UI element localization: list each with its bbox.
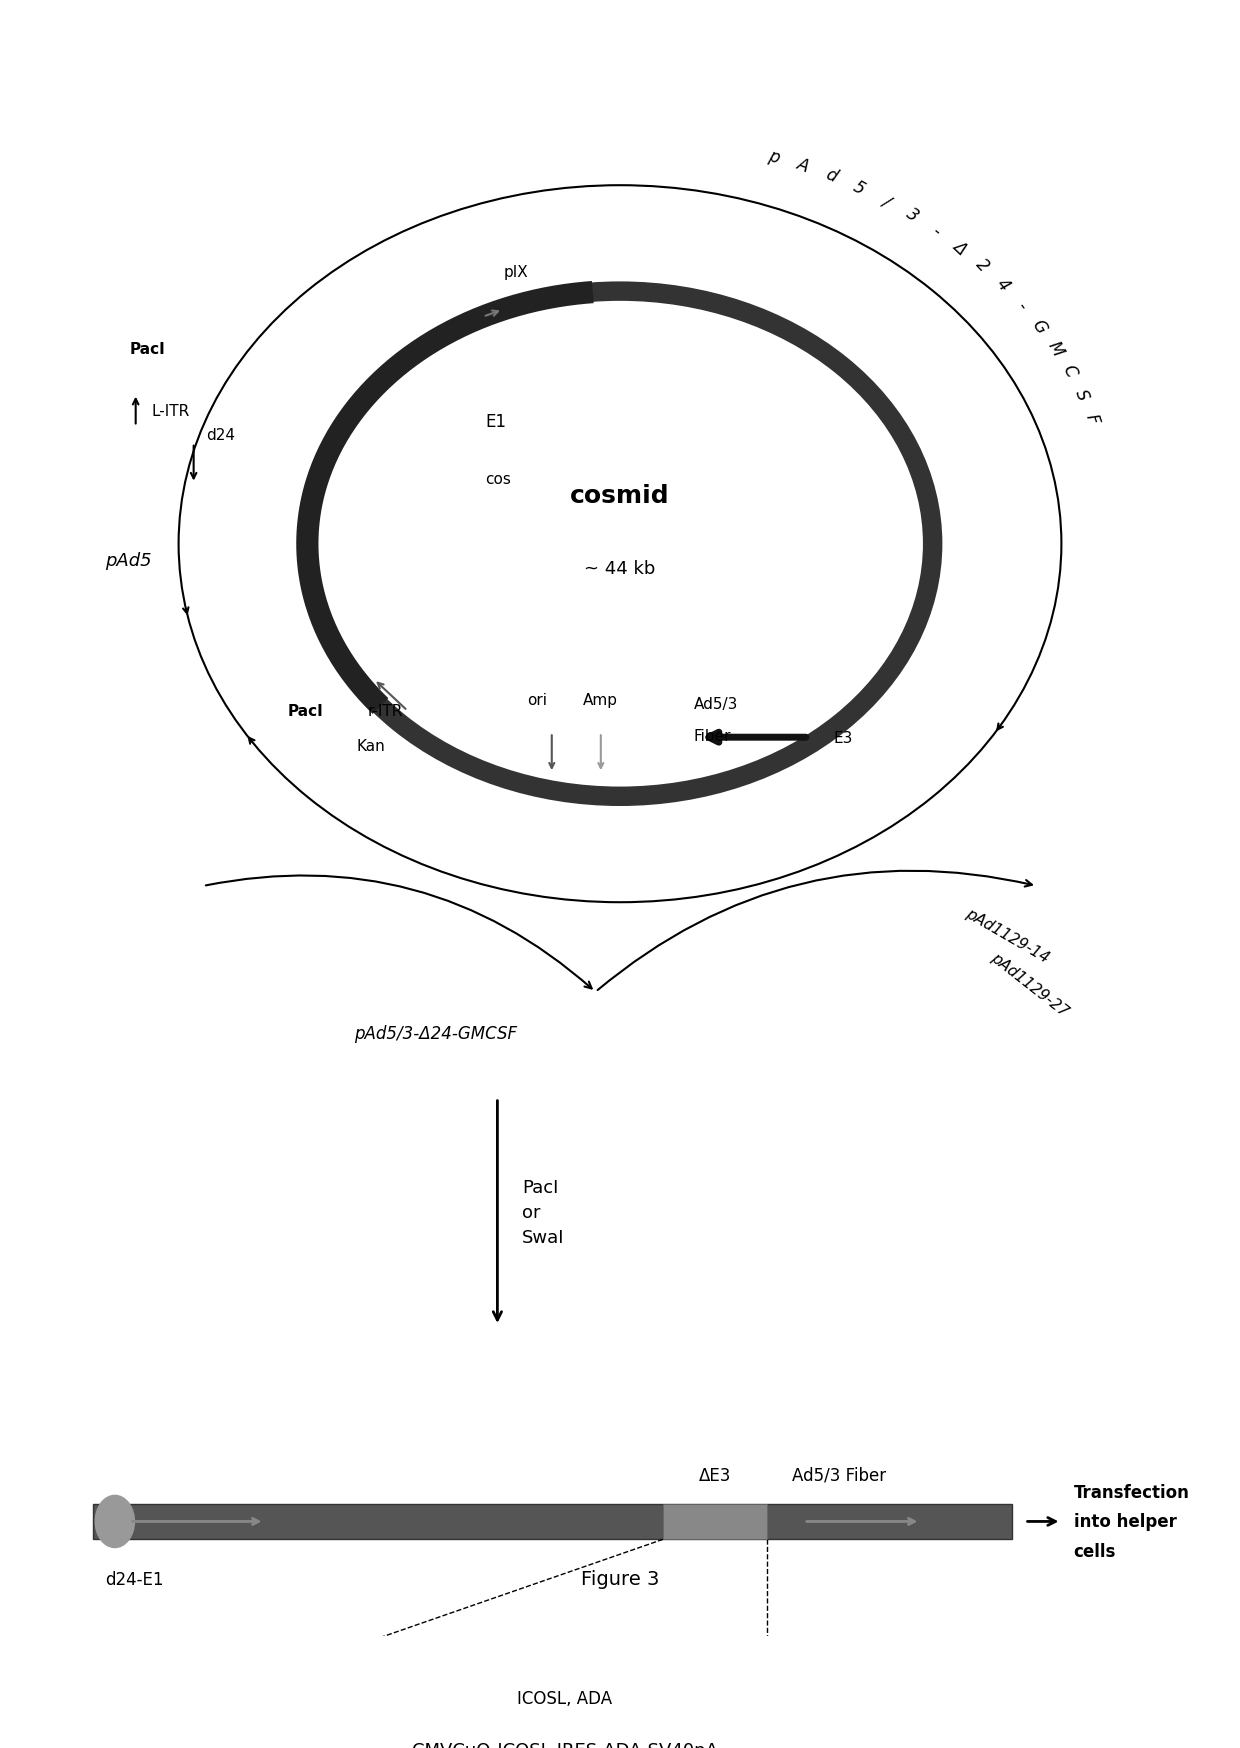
Text: S: S [1071, 386, 1092, 402]
Text: r-ITR: r-ITR [367, 704, 403, 718]
Text: PacI
or
SwaI: PacI or SwaI [522, 1178, 564, 1246]
Text: ICOSL, ADA: ICOSL, ADA [517, 1689, 613, 1708]
Text: pAd1129-14: pAd1129-14 [963, 905, 1052, 965]
Text: A: A [794, 156, 811, 177]
FancyBboxPatch shape [93, 1503, 1012, 1540]
Text: Amp: Amp [583, 692, 618, 708]
Text: Δ: Δ [950, 238, 970, 259]
Text: 5: 5 [851, 177, 868, 198]
Text: 3: 3 [903, 205, 921, 225]
Text: pAd1129-27: pAd1129-27 [988, 949, 1071, 1019]
Text: Figure 3: Figure 3 [580, 1570, 660, 1589]
Text: 4: 4 [992, 274, 1013, 295]
Text: ΔE3: ΔE3 [699, 1467, 732, 1484]
Text: F: F [1083, 411, 1102, 427]
Text: ori: ori [527, 692, 547, 708]
Text: PacI: PacI [129, 341, 165, 357]
Text: pAd5: pAd5 [105, 552, 151, 570]
Text: pIX: pIX [503, 266, 528, 280]
Text: E1: E1 [485, 413, 506, 432]
Text: p: p [765, 147, 781, 168]
Text: -: - [929, 222, 945, 239]
Text: cells: cells [1074, 1542, 1116, 1559]
Text: ~ 44 kb: ~ 44 kb [584, 559, 656, 579]
Text: M: M [1044, 337, 1066, 358]
Text: Ad5/3: Ad5/3 [693, 696, 738, 711]
FancyBboxPatch shape [663, 1503, 768, 1540]
Circle shape [95, 1496, 134, 1547]
Text: /: / [879, 192, 893, 210]
Text: G: G [1028, 316, 1050, 336]
Text: PacI: PacI [288, 704, 324, 718]
Text: -: - [1013, 297, 1030, 313]
Text: d: d [823, 166, 839, 187]
Text: cos: cos [485, 472, 511, 486]
Text: d24-E1: d24-E1 [105, 1570, 164, 1589]
Text: into helper: into helper [1074, 1512, 1177, 1531]
Text: Fiber: Fiber [693, 729, 732, 745]
Text: Kan: Kan [357, 739, 386, 753]
Text: E3: E3 [833, 731, 853, 745]
Text: C: C [1059, 362, 1080, 379]
Text: cosmid: cosmid [570, 484, 670, 507]
Text: d24: d24 [206, 428, 234, 442]
Text: pAd5/3-Δ24-GMCSF: pAd5/3-Δ24-GMCSF [355, 1024, 517, 1044]
Text: 2: 2 [972, 255, 992, 276]
Text: Transfection: Transfection [1074, 1484, 1189, 1502]
Text: CMVCuO-ICOSL-IRES-ADA-SV40pA: CMVCuO-ICOSL-IRES-ADA-SV40pA [412, 1741, 718, 1748]
Text: Ad5/3 Fiber: Ad5/3 Fiber [791, 1467, 885, 1484]
Text: L-ITR: L-ITR [151, 404, 190, 418]
